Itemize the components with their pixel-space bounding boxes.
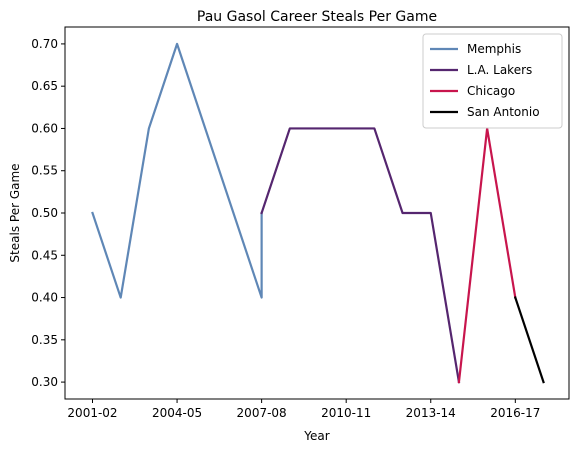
series-line-2 bbox=[457, 127, 517, 384]
series-line-3 bbox=[513, 296, 545, 384]
x-axis-label: Year bbox=[303, 429, 329, 443]
series-line-1 bbox=[260, 127, 461, 384]
x-axis: 2001-02 2004-05 2007-08 2010-11 2013-14 2016-… bbox=[67, 399, 540, 420]
y-tick-label-8: 0.70 bbox=[31, 37, 58, 51]
x-tick-label-4: 2013-14 bbox=[406, 406, 456, 420]
chart-title: Pau Gasol Career Steals Per Game bbox=[197, 9, 437, 25]
x-tick-label-5: 2016-17 bbox=[490, 406, 540, 420]
y-tick-label-6: 0.60 bbox=[31, 121, 58, 135]
legend-label-3: San Antonio bbox=[467, 105, 540, 119]
x-tick-label-1: 2004-05 bbox=[152, 406, 202, 420]
y-axis-label: Steals Per Game bbox=[8, 163, 22, 262]
y-tick-label-1: 0.35 bbox=[31, 333, 58, 347]
legend: Memphis L.A. Lakers Chicago San Antonio bbox=[422, 33, 563, 129]
y-tick-label-3: 0.45 bbox=[31, 248, 58, 262]
y-tick-label-4: 0.50 bbox=[31, 206, 58, 220]
y-tick-label-5: 0.55 bbox=[31, 164, 58, 178]
y-tick-label-0: 0.30 bbox=[31, 375, 58, 389]
y-tick-label-2: 0.40 bbox=[31, 291, 58, 305]
y-axis: 0.30 0.35 0.40 0.45 0.50 0.55 0.60 0.65 0.70 bbox=[31, 37, 65, 389]
legend-label-1: L.A. Lakers bbox=[467, 63, 532, 77]
legend-label-2: Chicago bbox=[467, 84, 515, 98]
legend-frame bbox=[422, 33, 563, 129]
y-tick-label-7: 0.65 bbox=[31, 79, 58, 93]
x-tick-label-3: 2010-11 bbox=[321, 406, 371, 420]
legend-label-0: Memphis bbox=[467, 42, 521, 56]
x-tick-label-0: 2001-02 bbox=[67, 406, 117, 420]
x-tick-label-2: 2007-08 bbox=[237, 406, 287, 420]
series-line-0 bbox=[91, 42, 263, 299]
